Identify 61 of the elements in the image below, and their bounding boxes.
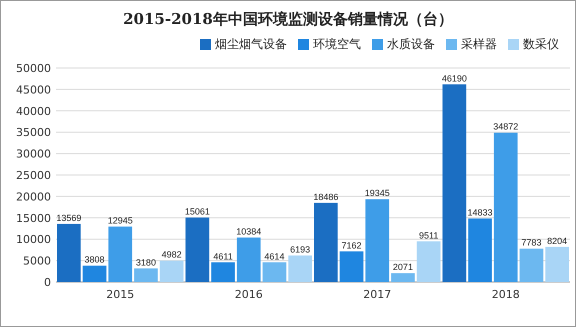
legend-label: 水质设备 [387,37,435,51]
data-label: 7162 [342,240,362,250]
y-tick-label: 35000 [16,126,51,140]
data-label: 15061 [184,206,210,217]
y-tick-label: 30000 [16,148,51,161]
data-label: 3180 [136,257,156,268]
y-tick-label: 25000 [16,169,51,182]
chart-title: 2015-2018年中国环境监测设备销量情况（台） [123,10,453,28]
bar [160,260,184,282]
bar [262,262,286,282]
data-label: 18486 [313,192,338,202]
data-label: 13569 [56,212,82,223]
bar [211,262,235,282]
data-label: 10384 [236,226,262,237]
bar [494,132,518,282]
bar [186,218,210,282]
bar [236,238,261,282]
data-label: 8204 [547,236,568,246]
bar [82,266,106,282]
y-tick-label: 0 [44,276,51,289]
y-tick-label: 45000 [16,83,51,96]
bar [288,255,312,282]
bar [340,251,364,282]
bar [314,202,338,282]
data-label: 12945 [108,216,133,226]
data-label: 7783 [521,238,542,248]
y-tick-label: 15000 [16,212,51,225]
data-label: 6193 [290,244,310,254]
legend-label: 采样器 [461,37,497,51]
x-tick-label: 2017 [363,288,392,301]
bar [134,268,158,282]
data-label: 9511 [418,230,438,240]
bar [57,224,81,282]
legend-label: 烟尘烟气设备 [215,37,287,51]
bar [468,218,492,282]
x-tick-label: 2015 [106,288,134,301]
bar [520,248,544,282]
data-label: 14833 [468,208,493,218]
y-tick-label: 40000 [16,104,51,118]
y-tick-label: 50000 [16,62,51,75]
bar [391,273,415,282]
data-label: 2071 [392,262,413,272]
y-tick-label: 20000 [16,190,51,204]
bar [545,246,569,282]
data-label: 3808 [84,254,105,265]
data-label: 4614 [264,251,284,262]
legend-label: 数采仪 [523,37,559,51]
data-label: 19345 [364,188,390,198]
data-label: 46190 [442,73,467,84]
x-tick-label: 2016 [234,288,263,301]
y-tick-label: 10000 [16,233,51,246]
legend-label: 环境空气 [313,37,361,51]
bar [442,84,466,282]
y-tick-label: 5000 [23,254,51,268]
bar [108,226,132,282]
bar [416,241,440,282]
data-label: 4982 [162,250,182,260]
x-tick-label: 2018 [492,288,520,301]
bar [365,199,390,282]
data-label: 34872 [493,122,518,132]
data-label: 4611 [213,251,233,262]
